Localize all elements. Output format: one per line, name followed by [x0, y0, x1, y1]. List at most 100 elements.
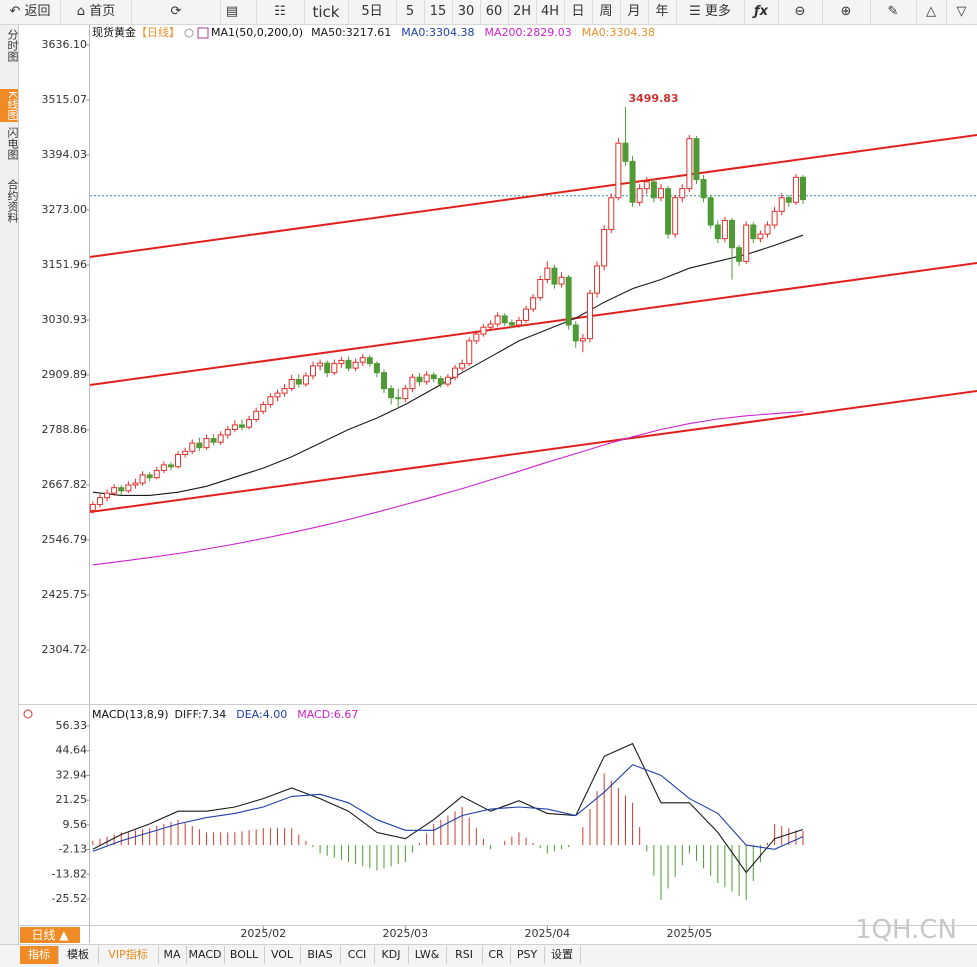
x-tick-label: 2025/02	[240, 927, 286, 940]
side-tab[interactable]: 分时图	[6, 29, 19, 62]
candle-body	[800, 176, 807, 201]
candle-body	[707, 197, 714, 226]
tab[interactable]: BOLL	[224, 946, 265, 964]
y-tick-label: 56.33	[56, 719, 88, 732]
candle-body	[338, 359, 345, 365]
candle-body	[551, 267, 558, 285]
candle-body	[572, 324, 579, 342]
zoom-out[interactable]: ⊖	[778, 0, 823, 24]
y-tick-label: -13.82	[52, 867, 87, 880]
tab[interactable]: 模板	[58, 946, 99, 964]
period-tick[interactable]: tick	[304, 0, 349, 24]
period-5d[interactable]: 5日	[348, 0, 397, 24]
indicator-line	[92, 764, 804, 852]
indicator-line	[92, 742, 804, 874]
tab-active[interactable]: 指标	[20, 946, 59, 964]
period-button[interactable]: 日线 ▲	[20, 927, 80, 943]
legend-entry: DEA:4.00	[236, 708, 287, 721]
tab[interactable]: KDJ	[374, 946, 409, 964]
candle-body	[352, 361, 359, 369]
period-week[interactable]: 周	[592, 0, 621, 24]
tab[interactable]: VIP指标	[98, 946, 159, 964]
period-year[interactable]: 年	[648, 0, 677, 24]
candle-body	[558, 276, 565, 285]
home-label[interactable]: 首页	[89, 4, 116, 19]
candle-body	[295, 378, 302, 385]
shape-tool[interactable]: △	[916, 0, 947, 24]
shape-tool-2[interactable]: ▽	[956, 4, 967, 19]
candle-body	[750, 224, 757, 240]
candle-body	[146, 474, 153, 479]
candle-body	[217, 434, 224, 443]
panel-title: MACD(13,8,9)	[92, 708, 169, 721]
x-tick-label: 2025/05	[667, 927, 713, 940]
zoom-in[interactable]: ⊕	[822, 0, 871, 24]
candle-body	[487, 323, 494, 328]
watermark: 1QH.CN	[855, 915, 957, 945]
candle-icon[interactable]: ☷	[256, 0, 305, 24]
refresh-button[interactable]: ⟳	[132, 0, 221, 24]
candle-body	[657, 188, 664, 199]
period-4h[interactable]: 4H	[536, 0, 565, 24]
candle-body	[764, 224, 771, 235]
period-30[interactable]: 30	[452, 0, 481, 24]
y-tick-label: 3515.07	[42, 93, 88, 106]
tab[interactable]: MACD	[186, 946, 225, 964]
draw-tool[interactable]: ✎	[870, 0, 917, 24]
tab[interactable]: LW&	[408, 946, 447, 964]
tab[interactable]: CR	[482, 946, 511, 964]
legend-entry: MA0:3304.38	[582, 26, 655, 39]
tab[interactable]: CCI	[340, 946, 375, 964]
candle-body	[125, 484, 132, 492]
back-button[interactable]: ↶ 返回	[0, 0, 61, 24]
fx-button[interactable]: ƒx	[744, 0, 779, 24]
tab[interactable]: PSY	[510, 946, 545, 964]
candle-body	[238, 424, 245, 428]
add-icon	[184, 28, 194, 38]
candle-body	[650, 181, 657, 199]
side-tab[interactable]: 闪电图	[6, 127, 19, 160]
candle-body	[309, 365, 316, 377]
candle-body	[594, 265, 601, 294]
period-label: 【日线】	[136, 25, 180, 39]
period-2h[interactable]: 2H	[508, 0, 537, 24]
candle-body	[452, 367, 459, 378]
tab[interactable]: 设置	[544, 946, 581, 964]
channel-line	[89, 261, 977, 386]
period-label[interactable]: 日线	[31, 928, 56, 942]
tab[interactable]: RSI	[446, 946, 483, 964]
legend-entry: MA0:3304.38	[401, 26, 474, 39]
candle-body	[515, 319, 522, 326]
candle-body	[665, 188, 672, 235]
candle-body	[196, 442, 203, 449]
period-15[interactable]: 15	[424, 0, 453, 24]
candle-body	[615, 142, 622, 199]
tab[interactable]: BIAS	[300, 946, 341, 964]
y-tick-label: 2788.86	[42, 423, 88, 436]
tab[interactable]: MA	[158, 946, 187, 964]
bars-icon[interactable]: ▤	[208, 0, 257, 24]
more-label[interactable]: 更多	[704, 4, 731, 19]
legend-entry: DIFF:7.34	[175, 708, 227, 721]
more-button[interactable]: ☰ 更多	[676, 0, 745, 24]
candle-body	[601, 229, 608, 267]
side-tab[interactable]: 合约资料	[6, 179, 19, 223]
y-tick-label: 3151.96	[42, 258, 88, 271]
y-tick-label: 3273.00	[42, 203, 88, 216]
candle-body	[437, 378, 444, 385]
period-month[interactable]: 月	[620, 0, 649, 24]
candle-body	[530, 297, 537, 310]
home-button[interactable]: ⌂ 首页	[61, 0, 132, 24]
y-tick-label: 2304.72	[42, 643, 88, 656]
side-tab-active[interactable]: K线图	[0, 89, 19, 123]
candle-body	[721, 219, 728, 240]
period-60[interactable]: 60	[480, 0, 509, 24]
candle-body	[693, 138, 700, 181]
back-label[interactable]: 返回	[24, 4, 51, 19]
period-day[interactable]: 日	[564, 0, 593, 24]
tab[interactable]: VOL	[264, 946, 301, 964]
candle-body	[345, 359, 352, 369]
period-5[interactable]: 5	[396, 0, 425, 24]
